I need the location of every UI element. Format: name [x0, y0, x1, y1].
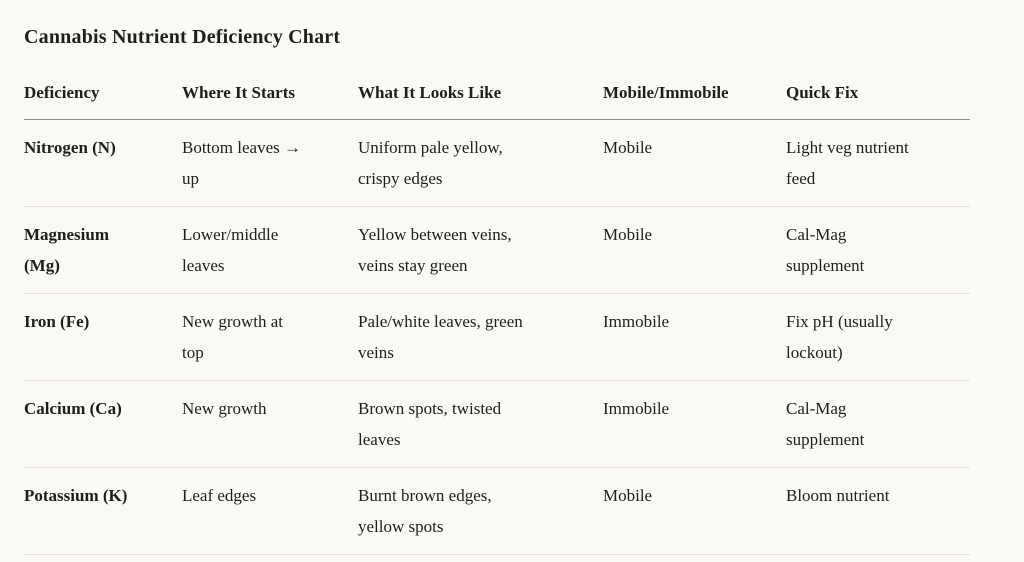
- table-row: Nitrogen (N) Bottom leaves → up Uniform …: [24, 119, 970, 207]
- cell-mobility: Immobile: [603, 380, 786, 468]
- cell-quick-fix: Cal-Mag supplement: [786, 380, 970, 468]
- column-header-mobility: Mobile/Immobile: [603, 82, 786, 120]
- cell-mobility: Immobile: [603, 293, 786, 381]
- cell-looks: Burnt brown edges, yellow spots: [358, 467, 603, 555]
- table-row: Calcium (Ca) New growth Brown spots, twi…: [24, 380, 970, 468]
- cell-where: Lower/middle leaves: [182, 206, 358, 294]
- cell-looks: Yellow between veins, veins stay green: [358, 206, 603, 294]
- page-title: Cannabis Nutrient Deficiency Chart: [24, 26, 341, 48]
- table-row: Iron (Fe) New growth at top Pale/white l…: [24, 293, 970, 381]
- table-header-row: Deficiency Where It Starts What It Looks…: [24, 82, 970, 120]
- cell-where: Leaf edges: [182, 467, 358, 555]
- cell-quick-fix: Light veg nutrient feed: [786, 119, 970, 207]
- cell-deficiency: Iron (Fe): [24, 293, 182, 381]
- cell-deficiency: Calcium (Ca): [24, 380, 182, 468]
- cell-mobility: Mobile: [603, 119, 786, 207]
- cell-looks: Uniform pale yellow, crispy edges: [358, 119, 603, 207]
- cell-deficiency: Nitrogen (N): [24, 119, 182, 207]
- cell-looks: Brown spots, twisted leaves: [358, 380, 603, 468]
- cell-mobility: Mobile: [603, 206, 786, 294]
- cell-deficiency: Magnesium (Mg): [24, 206, 182, 294]
- table-row: Potassium (K) Leaf edges Burnt brown edg…: [24, 467, 970, 555]
- column-header-quick-fix: Quick Fix: [786, 82, 970, 120]
- cell-where: New growth: [182, 380, 358, 468]
- cell-where: New growth at top: [182, 293, 358, 381]
- column-header-deficiency: Deficiency: [24, 82, 182, 120]
- cell-looks: Pale/white leaves, green veins: [358, 293, 603, 381]
- table-row: Magnesium (Mg) Lower/middle leaves Yello…: [24, 206, 970, 294]
- cell-quick-fix: Bloom nutrient: [786, 467, 970, 555]
- cell-quick-fix: Cal-Mag supplement: [786, 206, 970, 294]
- cell-quick-fix: Fix pH (usually lockout): [786, 293, 970, 381]
- nutrient-deficiency-table: Deficiency Where It Starts What It Looks…: [24, 82, 970, 555]
- cell-where: Bottom leaves → up: [182, 119, 358, 207]
- cell-mobility: Mobile: [603, 467, 786, 555]
- cell-deficiency: Potassium (K): [24, 467, 182, 555]
- column-header-where: Where It Starts: [182, 82, 358, 120]
- column-header-looks: What It Looks Like: [358, 82, 603, 120]
